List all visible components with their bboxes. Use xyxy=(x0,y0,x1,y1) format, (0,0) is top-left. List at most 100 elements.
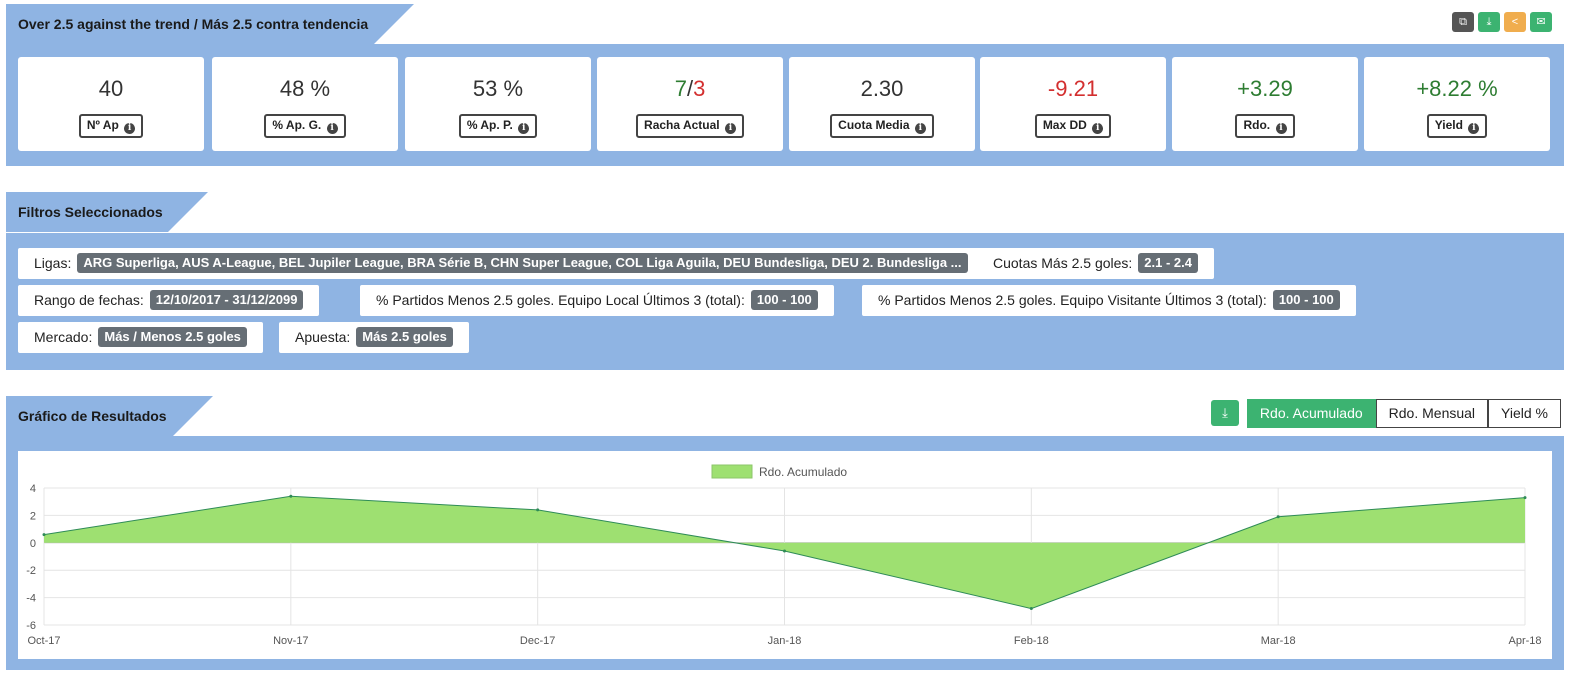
kpi-card-max-dd: -9.21 Max DD i xyxy=(980,57,1166,151)
filter-apuesta: Apuesta: Más 2.5 goles xyxy=(279,322,469,353)
filter-ligas: Ligas: ARG Superliga, AUS A-League, BEL J… xyxy=(18,248,984,279)
kpi-card-num-ap: 40 Nº Ap i xyxy=(18,57,204,151)
kpi-value: 40 xyxy=(98,76,124,101)
x-tick-label: Apr-18 xyxy=(1508,635,1541,647)
kpi-card-racha: 7/3 Racha Actual i xyxy=(597,57,783,151)
kpi-label-text: Max DD xyxy=(1042,118,1087,132)
results-chart: 4 2 0 -2 -4 -6 Oct-17 Nov-17 Dec-17 Jan-18 Feb-18 M… xyxy=(26,464,1542,647)
info-icon: i xyxy=(1092,123,1104,134)
kpi-label-text: % Ap. G. xyxy=(272,118,322,132)
share-icon[interactable]: < xyxy=(1504,12,1526,32)
filter-label: Ligas: xyxy=(34,255,72,271)
streak-slash: / xyxy=(686,76,694,101)
kpi-value: -9.21 xyxy=(1047,76,1099,101)
kpi-value: 7/3 xyxy=(597,75,783,103)
data-point xyxy=(1029,607,1033,611)
filter-label: Mercado: xyxy=(34,329,93,345)
y-tick-label: -2 xyxy=(26,565,36,577)
chart-mode-tabs: Rdo. Acumulado Rdo. Mensual Yield % xyxy=(1246,399,1561,428)
filter-value-badge: Más / Menos 2.5 goles xyxy=(98,327,247,347)
kpi-card-yield: +8.22 % Yield i xyxy=(1364,57,1550,151)
filter-label: % Partidos Menos 2.5 goles. Equipo Visit… xyxy=(878,292,1267,308)
download-chart-icon[interactable]: ⤓ xyxy=(1211,400,1239,426)
kpi-card-cuota: 2.30 Cuota Media i xyxy=(789,57,975,151)
kpi-label-button[interactable]: Cuota Media i xyxy=(830,114,934,138)
kpi-value: 53 % xyxy=(472,76,524,101)
strategy-title: Over 2.5 against the trend / Más 2.5 con… xyxy=(6,4,414,44)
kpi-label-button[interactable]: Nº Ap i xyxy=(78,114,144,138)
kpi-value: 48 % xyxy=(279,76,331,101)
x-tick-label: Jan-18 xyxy=(768,635,802,647)
filter-mercado: Mercado: Más / Menos 2.5 goles xyxy=(18,322,263,353)
streak-wins: 7 xyxy=(674,76,687,101)
info-icon: i xyxy=(326,123,338,134)
kpi-label-button[interactable]: % Ap. P. i xyxy=(458,114,538,138)
kpi-card-rdo: +3.29 Rdo. i xyxy=(1172,57,1358,151)
filter-label: Cuotas Más 2.5 goles: xyxy=(993,255,1133,271)
filter-label: Rango de fechas: xyxy=(34,292,144,308)
filter-value-badge: Más 2.5 goles xyxy=(356,327,453,347)
y-tick-label: -6 xyxy=(26,620,36,632)
streak-losses: 3 xyxy=(693,76,706,101)
filter-label: Apuesta: xyxy=(295,329,351,345)
filter-value-badge: 2.1 - 2.4 xyxy=(1138,253,1198,273)
legend-label: Rdo. Acumulado xyxy=(759,465,847,479)
kpi-panel: 40 Nº Ap i 48 % % Ap. G. i 53 % % Ap. P.… xyxy=(6,44,1564,166)
x-tick-label: Nov-17 xyxy=(273,635,308,647)
results-title: Gráfico de Resultados xyxy=(6,396,213,436)
kpi-label-text: % Ap. P. xyxy=(466,118,513,132)
kpi-label-button[interactable]: Racha Actual i xyxy=(636,114,744,138)
series-area-rdo-acumulado xyxy=(44,496,1525,609)
kpi-label-text: Nº Ap xyxy=(86,118,119,132)
data-point xyxy=(42,533,46,537)
y-tick-label: 0 xyxy=(30,538,36,550)
kpi-label-button[interactable]: % Ap. G. i xyxy=(264,114,346,138)
kpi-label-button[interactable]: Yield i xyxy=(1426,114,1488,138)
y-tick-label: 4 xyxy=(30,483,36,495)
kpi-label-text: Rdo. xyxy=(1243,118,1271,132)
kpi-label-text: Racha Actual xyxy=(644,118,720,132)
filters-title: Filtros Seleccionados xyxy=(6,192,208,232)
kpi-value: +8.22 % xyxy=(1416,76,1498,101)
tab-yield[interactable]: Yield % xyxy=(1488,399,1561,428)
info-icon: i xyxy=(124,123,136,134)
tab-rdo-mensual[interactable]: Rdo. Mensual xyxy=(1375,399,1489,428)
data-point xyxy=(783,549,786,553)
data-point xyxy=(1276,515,1280,519)
filter-value-badge: 100 - 100 xyxy=(1272,290,1340,310)
x-tick-label: Feb-18 xyxy=(1014,635,1049,647)
kpi-card-ap-p: 53 % % Ap. P. i xyxy=(405,57,591,151)
kpi-label-button[interactable]: Rdo. i xyxy=(1235,114,1295,138)
filter-local: % Partidos Menos 2.5 goles. Equipo Local… xyxy=(360,285,834,316)
filter-value-badge: ARG Superliga, AUS A-League, BEL Jupiler… xyxy=(77,253,968,273)
filter-cuotas: Cuotas Más 2.5 goles: 2.1 - 2.4 xyxy=(977,248,1214,279)
filter-label: % Partidos Menos 2.5 goles. Equipo Local… xyxy=(376,292,745,308)
mail-icon[interactable]: ✉ xyxy=(1530,12,1552,32)
data-point xyxy=(289,494,293,498)
filter-fechas: Rango de fechas: 12/10/2017 - 31/12/2099 xyxy=(18,285,320,316)
kpi-label-button[interactable]: Max DD i xyxy=(1034,114,1112,138)
info-icon: i xyxy=(724,123,736,134)
filter-value-badge: 100 - 100 xyxy=(750,290,818,310)
y-tick-label: -4 xyxy=(26,593,36,605)
info-icon: i xyxy=(518,123,530,134)
info-icon: i xyxy=(1275,123,1287,134)
filter-visitante: % Partidos Menos 2.5 goles. Equipo Visit… xyxy=(862,285,1356,316)
kpi-value: +3.29 xyxy=(1237,76,1293,101)
data-point xyxy=(536,508,540,512)
kpi-label-text: Cuota Media xyxy=(838,118,910,132)
legend-swatch xyxy=(711,464,753,479)
kpi-value: 2.30 xyxy=(860,76,904,101)
download-icon[interactable]: ⤓ xyxy=(1478,12,1500,32)
x-tick-label: Oct-17 xyxy=(27,635,60,647)
kpi-label-text: Yield xyxy=(1434,118,1463,132)
info-icon: i xyxy=(914,123,926,134)
data-point xyxy=(1523,496,1527,500)
copy-icon[interactable]: ⧉ xyxy=(1452,12,1474,32)
info-icon: i xyxy=(1468,123,1480,134)
filter-value-badge: 12/10/2017 - 31/12/2099 xyxy=(149,290,304,310)
tab-rdo-acumulado[interactable]: Rdo. Acumulado xyxy=(1246,399,1376,428)
x-tick-label: Mar-18 xyxy=(1261,635,1296,647)
y-tick-label: 2 xyxy=(30,510,36,522)
chart-container: 4 2 0 -2 -4 -6 Oct-17 Nov-17 Dec-17 Jan-18 Feb-18 M… xyxy=(18,451,1552,659)
